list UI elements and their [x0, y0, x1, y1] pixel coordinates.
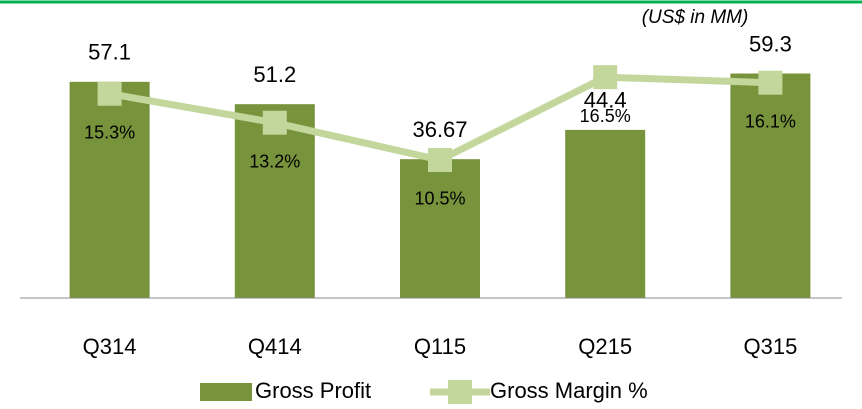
line-value-label: 10.5% [414, 189, 465, 209]
bar-value-label: 59.3 [749, 31, 792, 56]
x-tick-label: Q215 [578, 334, 632, 359]
bar-value-label: 57.1 [88, 40, 131, 65]
bar [234, 104, 315, 299]
line-marker [758, 70, 783, 95]
bar [69, 81, 150, 298]
x-tick-label: Q115 [414, 334, 466, 359]
x-tick-label: Q315 [743, 334, 797, 359]
line-value-label: 16.1% [745, 111, 796, 131]
legend-swatch [200, 383, 252, 401]
x-tick-label: Q314 [83, 334, 137, 359]
legend-swatch [448, 380, 472, 404]
bar-value-label: 51.2 [253, 62, 296, 87]
line-value-label: 16.5% [580, 106, 631, 126]
x-tick-label: Q414 [248, 334, 302, 359]
line-marker [428, 147, 452, 172]
legend-label: Gross Profit [255, 378, 371, 403]
line-marker [97, 81, 122, 106]
bar [565, 129, 646, 298]
bar-value-label: 36.67 [412, 117, 467, 142]
bar [730, 73, 811, 298]
line-value-label: 15.3% [84, 122, 135, 142]
bar-value-label: 44.4 [584, 88, 627, 113]
bar [400, 159, 480, 298]
line-marker [262, 110, 287, 135]
line-value-label: 13.2% [249, 151, 300, 171]
line-marker [593, 65, 618, 90]
legend-label: Gross Margin % [490, 378, 648, 403]
unit-note: (US$ in MM) [642, 7, 749, 28]
